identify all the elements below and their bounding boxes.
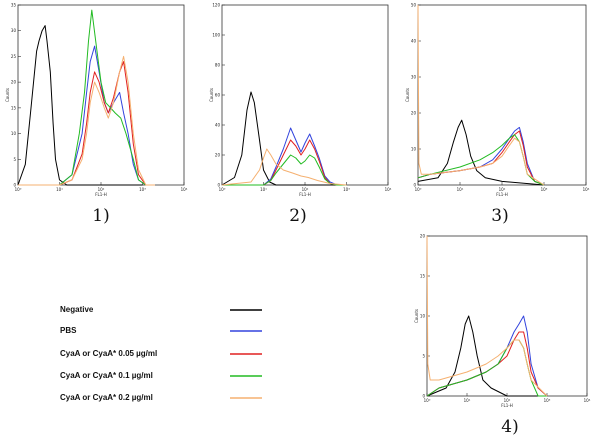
x-tick-label: 10³ bbox=[544, 398, 551, 403]
y-axis-label: Counts bbox=[405, 88, 410, 102]
plot-frame bbox=[417, 4, 587, 186]
x-tick-label: 10² bbox=[302, 187, 309, 192]
series-line-1 bbox=[417, 119, 545, 186]
x-tick-label: 10⁰ bbox=[424, 398, 431, 403]
series-line-5 bbox=[417, 4, 545, 186]
y-tick-label: 40 bbox=[215, 123, 221, 128]
series-line-4 bbox=[222, 154, 347, 186]
y-axis-label: Counts bbox=[414, 309, 419, 323]
y-tick-label: 35 bbox=[11, 3, 17, 8]
y-tick-label: 15 bbox=[11, 105, 17, 110]
legend-entry-5: CyaA or CyaA* 0.2 µg/ml bbox=[60, 393, 262, 402]
y-tick-label: 10 bbox=[11, 131, 17, 136]
x-tick-label: 10³ bbox=[541, 187, 548, 192]
plot-frame bbox=[221, 4, 389, 186]
series-line-1 bbox=[17, 25, 143, 186]
series-line-1 bbox=[221, 91, 347, 186]
y-tick-label: 120 bbox=[212, 3, 220, 8]
x-tick-label: 10² bbox=[499, 187, 506, 192]
x-tick-label: 10⁰ bbox=[219, 187, 226, 192]
y-tick-label: 40 bbox=[411, 39, 417, 44]
y-tick-label: 15 bbox=[420, 274, 426, 279]
x-tick-label: 10² bbox=[98, 187, 105, 192]
legend-label: Negative bbox=[60, 305, 94, 314]
y-tick-label: 0 bbox=[217, 183, 220, 188]
panel-label: 4) bbox=[501, 417, 518, 437]
plot-frame bbox=[17, 4, 185, 186]
legend-label: PBS bbox=[60, 326, 77, 335]
histogram-panel-3: 10⁰ 10¹ 10² 10³ 10⁴ 0 10 20 30 40 50 FL1-H Counts 3) bbox=[405, 3, 590, 227]
series-line-5 bbox=[426, 235, 548, 397]
panel-label: 2) bbox=[289, 206, 306, 226]
histogram-panel-2: 10⁰ 10¹ 10² 10³ 10⁴ 0 20 40 60 80 100 120 FL1-H Count… bbox=[209, 3, 392, 227]
series-line-3 bbox=[18, 61, 155, 186]
y-tick-label: 0 bbox=[422, 394, 425, 399]
x-tick-label: 10¹ bbox=[56, 187, 63, 192]
legend-label: CyaA or CyaA* 0.05 µg/ml bbox=[60, 349, 157, 358]
legend-entry-4: CyaA or CyaA* 0.1 µg/ml bbox=[60, 371, 262, 380]
y-tick-label: 60 bbox=[215, 93, 221, 98]
x-tick-label: 10⁰ bbox=[15, 187, 22, 192]
x-tick-label: 10⁴ bbox=[385, 187, 392, 192]
y-tick-label: 5 bbox=[422, 354, 425, 359]
x-axis-label: FL1-H bbox=[299, 192, 311, 197]
y-tick-label: 30 bbox=[411, 75, 417, 80]
series-line-5 bbox=[221, 148, 347, 186]
y-tick-label: 50 bbox=[411, 3, 417, 8]
x-tick-label: 10⁴ bbox=[584, 398, 591, 403]
y-tick-label: 5 bbox=[13, 157, 16, 162]
x-tick-label: 10³ bbox=[343, 187, 350, 192]
series-line-2 bbox=[222, 127, 347, 186]
plot-frame bbox=[426, 235, 588, 397]
x-tick-label: 10² bbox=[504, 398, 511, 403]
legend-label: CyaA or CyaA* 0.2 µg/ml bbox=[60, 393, 153, 402]
legend-entry-1: Negative bbox=[60, 305, 262, 314]
panel-label: 3) bbox=[491, 206, 508, 226]
y-tick-label: 80 bbox=[215, 63, 221, 68]
series-line-3 bbox=[222, 139, 347, 186]
x-tick-label: 10⁰ bbox=[415, 187, 422, 192]
y-tick-label: 10 bbox=[420, 314, 426, 319]
x-tick-label: 10⁴ bbox=[181, 187, 188, 192]
y-tick-label: 100 bbox=[212, 33, 220, 38]
legend: Negative PBS CyaA or CyaA* 0.05 µg/ml CyaA … bbox=[60, 305, 262, 402]
histogram-panels: 10⁰ 10¹ 10² 10³ 10⁴ 0 5 10 15 20 25 30 35 FL1-H Counts… bbox=[5, 3, 591, 437]
y-tick-label: 10 bbox=[411, 147, 417, 152]
y-tick-label: 20 bbox=[215, 153, 221, 158]
x-tick-label: 10¹ bbox=[260, 187, 267, 192]
y-tick-label: 30 bbox=[11, 28, 17, 33]
legend-entry-3: CyaA or CyaA* 0.05 µg/ml bbox=[60, 349, 262, 358]
y-tick-label: 0 bbox=[13, 183, 16, 188]
x-tick-label: 10¹ bbox=[464, 398, 471, 403]
y-tick-label: 20 bbox=[411, 111, 417, 116]
y-tick-label: 25 bbox=[11, 54, 17, 59]
x-tick-label: 10¹ bbox=[457, 187, 464, 192]
series-line-4 bbox=[18, 9, 155, 186]
x-axis-label: FL1-H bbox=[501, 403, 513, 408]
y-tick-label: 20 bbox=[11, 80, 17, 85]
x-axis-label: FL1-H bbox=[496, 192, 508, 197]
x-tick-label: 10³ bbox=[139, 187, 146, 192]
y-tick-label: 20 bbox=[420, 234, 426, 239]
legend-entry-2: PBS bbox=[60, 326, 262, 335]
panel-label: 1) bbox=[92, 206, 109, 226]
series-line-5 bbox=[18, 55, 155, 186]
y-axis-label: Counts bbox=[5, 88, 10, 102]
histogram-panel-1: 10⁰ 10¹ 10² 10³ 10⁴ 0 5 10 15 20 25 30 35 FL1-H Counts… bbox=[5, 3, 188, 227]
y-tick-label: 0 bbox=[413, 183, 416, 188]
y-axis-label: Counts bbox=[209, 88, 214, 102]
x-axis-label: FL1-H bbox=[95, 192, 107, 197]
histogram-panel-4: 10⁰ 10¹ 10² 10³ 10⁴ 0 5 10 15 20 FL1-H Counts 4) bbox=[414, 234, 591, 437]
x-tick-label: 10⁴ bbox=[583, 187, 590, 192]
legend-label: CyaA or CyaA* 0.1 µg/ml bbox=[60, 371, 153, 380]
series-line-1 bbox=[426, 315, 547, 397]
